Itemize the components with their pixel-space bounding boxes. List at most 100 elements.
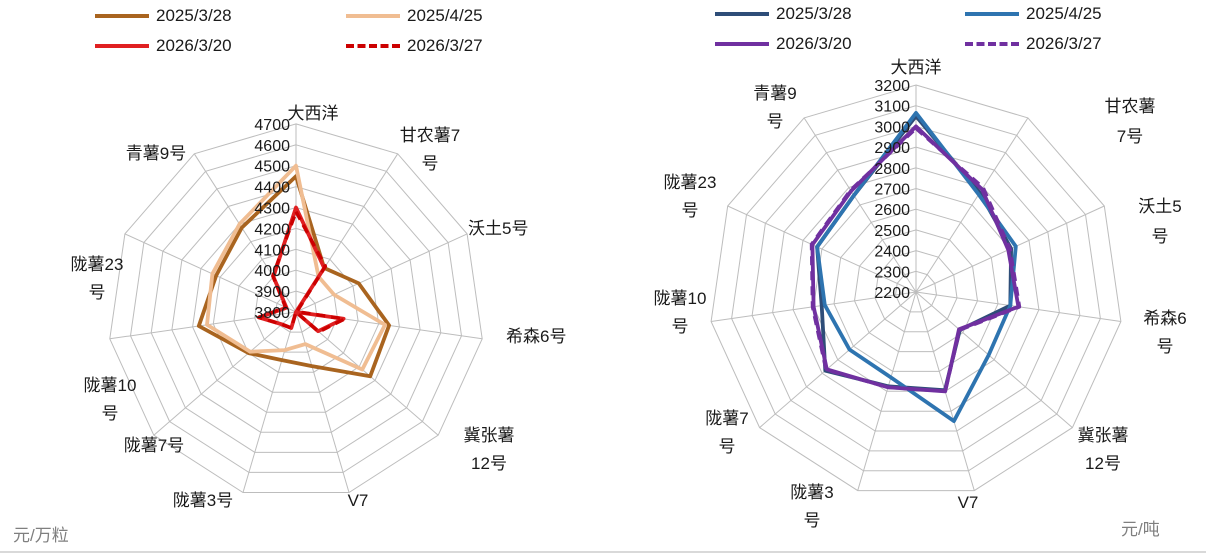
grid-spoke bbox=[242, 311, 297, 493]
legend-marker-solid bbox=[715, 42, 769, 46]
legend-marker-dashed bbox=[346, 44, 400, 48]
axis-tick-label: 4700 bbox=[254, 117, 290, 134]
legend-item-2026-3-20: 2026/3/20 bbox=[715, 33, 852, 55]
grid-ring bbox=[274, 290, 318, 333]
grid-ring bbox=[109, 123, 483, 493]
axis-tick-label: 4100 bbox=[254, 242, 290, 259]
axis-tick-label: 3900 bbox=[254, 284, 290, 301]
legend-item-2025-3-28: 2025/3/28 bbox=[715, 3, 852, 25]
grid-ring bbox=[212, 227, 380, 393]
legend-marker-solid bbox=[965, 12, 1019, 16]
unit-label-left: 元/万粒 bbox=[13, 526, 69, 545]
category-label-V7: V7 bbox=[348, 491, 369, 510]
panel-seed-price-chart: 2025/3/28 2025/4/25 2026/3/20 2026/3/27 380… bbox=[13, 5, 567, 545]
axis-tick-label: 2200 bbox=[874, 285, 910, 302]
category-label-青薯9号: 青薯9号 bbox=[126, 144, 186, 163]
legend-label: 2026/3/20 bbox=[776, 34, 852, 53]
axis-tick-label: 2300 bbox=[874, 264, 910, 281]
panel-commodity-price-chart: 2025/3/28 2025/4/25 2026/3/20 2026/3/27 220… bbox=[603, 0, 1206, 551]
grid-ring bbox=[874, 250, 958, 333]
category-label-陇薯23号: 陇薯23 号 bbox=[71, 255, 124, 302]
category-label-大西洋: 大西洋 bbox=[891, 58, 942, 77]
category-label-陇薯23号: 陇薯23 号 bbox=[664, 173, 717, 220]
grid-ring bbox=[751, 125, 1081, 452]
axis-tick-label: 2600 bbox=[874, 202, 910, 219]
grid-ring bbox=[853, 229, 979, 353]
axis-tick-label: 3100 bbox=[874, 99, 910, 116]
legend-label: 2025/3/28 bbox=[776, 4, 852, 23]
grid-spoke bbox=[295, 311, 350, 493]
axis-tick-label: 2700 bbox=[874, 182, 910, 199]
axis-tick-label: 2400 bbox=[874, 244, 910, 261]
series-2025-4-25 bbox=[205, 163, 387, 372]
category-label-陇薯10号: 陇薯10 号 bbox=[84, 376, 137, 423]
grid-ring bbox=[731, 105, 1101, 472]
grid-spoke bbox=[759, 291, 917, 428]
legend-label: 2025/3/28 bbox=[156, 6, 232, 25]
legend-item-2025-3-28: 2025/3/28 bbox=[95, 5, 232, 27]
grid-ring bbox=[833, 208, 999, 372]
axis-tick-label: 2800 bbox=[874, 161, 910, 178]
category-label-陇薯10号: 陇薯10 号 bbox=[654, 289, 707, 336]
category-label-冀张薯12号: 冀张薯 12号 bbox=[464, 426, 515, 473]
grid-spoke bbox=[915, 117, 1029, 293]
legend-item-2026-3-20: 2026/3/20 bbox=[95, 35, 232, 57]
legend-label: 2026/3/20 bbox=[156, 36, 232, 55]
grid-ring bbox=[192, 206, 400, 413]
grid-ring bbox=[894, 270, 938, 313]
axis-tick-label: 4000 bbox=[254, 263, 290, 280]
radar-chart-seed-price: 3800 3900 4000 4100 4200 4300 4400 4500 4600 4700… bbox=[71, 104, 567, 510]
grid-spoke bbox=[153, 311, 297, 436]
grid-ring bbox=[129, 144, 463, 473]
series-2026-3-27 bbox=[257, 209, 347, 334]
legend-marker-solid bbox=[715, 12, 769, 16]
axis-tick-label: 2500 bbox=[874, 223, 910, 240]
category-label-冀张薯12号: 冀张薯 12号 bbox=[1078, 426, 1129, 473]
legend-marker-dashed bbox=[965, 42, 1019, 46]
grid-spoke bbox=[295, 233, 468, 313]
series-2026-3-27 bbox=[809, 126, 1022, 393]
unit-label-right: 元/吨 bbox=[1121, 520, 1160, 539]
axis-tick-label: 4600 bbox=[254, 138, 290, 155]
grid-ring bbox=[772, 146, 1060, 432]
grid-spoke bbox=[915, 291, 1073, 428]
grid-spoke bbox=[857, 291, 917, 491]
category-label-陇薯3号: 陇薯3号 bbox=[173, 491, 233, 510]
grid-ring bbox=[792, 167, 1040, 412]
axis-tick-label: 3000 bbox=[874, 119, 910, 136]
legend-item-2025-4-25: 2025/4/25 bbox=[965, 3, 1102, 25]
legend-marker-solid bbox=[95, 44, 149, 48]
category-label-V7: V7 bbox=[958, 493, 979, 512]
category-label-希森6号: 希森6号 bbox=[506, 327, 566, 346]
axis-tick-label: 2900 bbox=[874, 140, 910, 157]
legend-item-2025-4-25: 2025/4/25 bbox=[346, 5, 483, 27]
grid-ring bbox=[171, 186, 421, 433]
axis-tick-label: 4500 bbox=[254, 159, 290, 176]
radar-chart-commodity-price: 2200 2300 2400 2500 2600 2700 2800 2900 3000 3100… bbox=[654, 58, 1187, 530]
category-label-陇薯7号: 陇薯7号 bbox=[124, 436, 184, 455]
legend-item-2026-3-27: 2026/3/27 bbox=[965, 33, 1102, 55]
category-label-大西洋: 大西洋 bbox=[288, 104, 339, 123]
series-2025-4-25 bbox=[815, 111, 1018, 424]
grid-ring bbox=[150, 165, 442, 453]
grid-spoke bbox=[124, 233, 297, 313]
axis-tick-label: 4400 bbox=[254, 180, 290, 197]
axis-tick-label: 3800 bbox=[254, 305, 290, 322]
axis-tick-label: 3200 bbox=[874, 78, 910, 95]
legend-item-2026-3-27: 2026/3/27 bbox=[346, 35, 483, 57]
grid-spoke bbox=[727, 205, 917, 293]
grid-spoke bbox=[803, 117, 917, 293]
legend-label: 2025/4/25 bbox=[407, 6, 483, 25]
axis-tick-label: 4200 bbox=[254, 221, 290, 238]
grid-ring bbox=[233, 248, 359, 373]
category-label-沃土5号: 沃土5号 bbox=[468, 219, 528, 238]
series-2025-3-28 bbox=[196, 174, 392, 379]
